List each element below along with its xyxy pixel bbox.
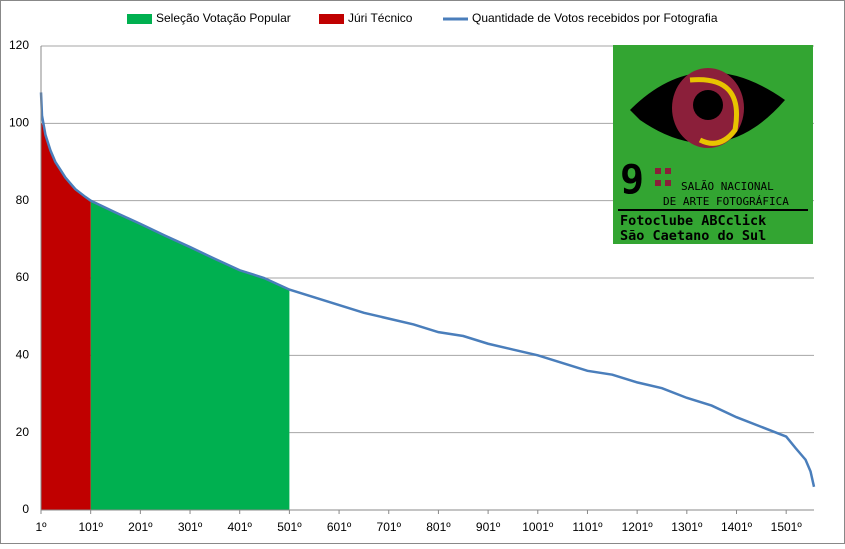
area [90, 200, 290, 510]
x-tick-label: 1001º [522, 520, 554, 534]
x-tick-label: 1201º [622, 520, 654, 534]
logo-number: 9 [620, 157, 644, 203]
logo-pupil [693, 90, 723, 120]
logo-square [665, 168, 671, 174]
x-tick-label: 201º [128, 520, 153, 534]
x-tick-label: 901º [476, 520, 501, 534]
area [41, 123, 91, 510]
logo-text: São Caetano do Sul [620, 228, 766, 244]
logo-text: SALÃO NACIONAL [681, 180, 774, 193]
x-tick-label: 1101º [572, 520, 603, 534]
x-tick-label: 1501º [771, 520, 803, 534]
x-tick-label: 801º [426, 520, 451, 534]
y-tick-label: 60 [16, 270, 30, 284]
y-tick-label: 0 [22, 502, 29, 516]
y-tick-label: 100 [9, 116, 29, 130]
legend-label: Júri Técnico [348, 11, 413, 25]
line [39, 92, 816, 488]
x-tick-label: 401º [228, 520, 253, 534]
logo-swirl [689, 77, 739, 146]
legend-label: Seleção Votação Popular [156, 11, 291, 25]
legend-swatch [127, 14, 152, 24]
logo-text: Fotoclube ABCclick [620, 213, 766, 229]
x-tick-label: 601º [327, 520, 352, 534]
logo-square [655, 180, 661, 186]
legend-swatch [319, 14, 344, 24]
x-tick-label: 301º [178, 520, 203, 534]
x-tick-label: 701º [377, 520, 402, 534]
legend-label: Quantidade de Votos recebidos por Fotogr… [472, 11, 718, 25]
x-tick-label: 1º [35, 520, 47, 534]
x-tick-label: 1301º [671, 520, 703, 534]
logo-square [665, 180, 671, 186]
y-tick-label: 120 [9, 38, 29, 52]
logo-text: DE ARTE FOTOGRÁFICA [663, 195, 789, 208]
logo-square [655, 168, 661, 174]
y-tick-label: 40 [16, 348, 30, 362]
y-tick-label: 20 [16, 425, 30, 439]
x-tick-label: 501º [277, 520, 302, 534]
y-tick-label: 80 [16, 193, 30, 207]
x-tick-label: 1401º [721, 520, 753, 534]
x-tick-label: 101º [78, 520, 103, 534]
logo: 9 SALÃO NACIONAL DE ARTE FOTOGRÁFICA Fot… [613, 45, 813, 244]
legend: Seleção Votação Popular Júri Técnico Quant… [127, 11, 718, 25]
